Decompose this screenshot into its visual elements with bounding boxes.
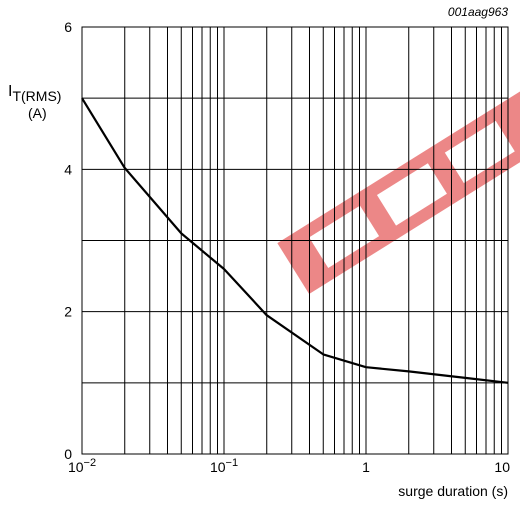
y-axis-unit: (A) (28, 105, 47, 121)
y-axis-label: IT(RMS) (8, 83, 61, 104)
x-tick-label: 10−2 (68, 457, 96, 475)
series-curve (81, 97, 509, 384)
x-tick-label: 10 (494, 459, 510, 475)
y-tick-label: 6 (64, 19, 72, 35)
y-axis-label-sub: T(RMS) (12, 88, 61, 104)
x-tick-label: 1 (362, 459, 370, 475)
y-tick-label: 2 (64, 304, 72, 320)
x-axis-label: surge duration (s) (398, 483, 508, 499)
grid (81, 26, 509, 455)
y-axis-label-main: I (8, 83, 12, 100)
y-tick-label: 4 (64, 161, 72, 177)
axes-labels: 0 2 4 6 10−2 10−1 1 10 (64, 19, 510, 475)
watermark (277, 73, 520, 295)
x-tick-label: 10−1 (210, 457, 238, 475)
figure-code: 001aag963 (448, 5, 508, 19)
y-tick-label: 0 (64, 446, 72, 462)
series-line (81, 97, 509, 384)
